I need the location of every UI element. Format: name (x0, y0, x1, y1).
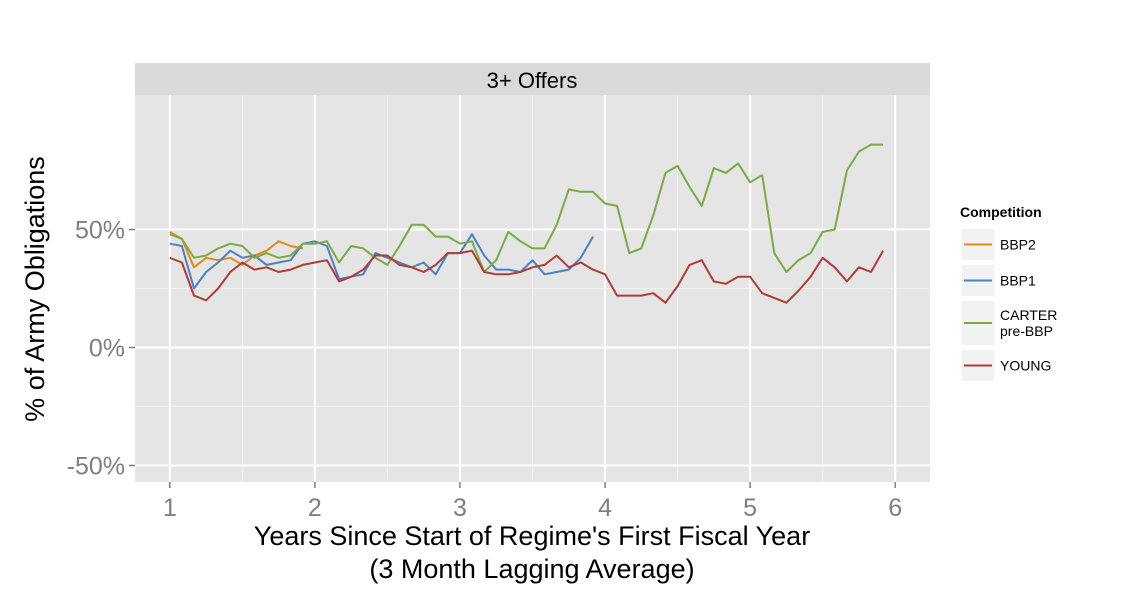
series-line-carter-pre-bbp (169, 143, 884, 273)
y-axis: -50% 0% 50% (67, 217, 135, 480)
series-line-young (169, 249, 884, 304)
x-tick-label: 4 (598, 494, 612, 522)
x-tick-label: 3 (453, 494, 467, 522)
legend-label: BBP2 (1000, 237, 1036, 253)
legend-label: YOUNG (1000, 358, 1051, 374)
y-axis-title: % of Army Obligations (20, 156, 50, 422)
legend: Competition BBP2 BBP1 CARTER pre-BBP YOUNG (960, 204, 1057, 381)
legend-item-carter-pre-bbp: CARTER pre-BBP (962, 301, 1057, 345)
x-tick-label: 2 (308, 494, 322, 522)
major-gridlines (135, 95, 930, 482)
facet-strip (135, 63, 930, 95)
x-tick-label: 5 (743, 494, 757, 522)
facet-strip-title: 3+ Offers (487, 68, 578, 93)
legend-item-bbp1: BBP1 (962, 265, 1036, 296)
legend-items: BBP2 BBP1 CARTER pre-BBP YOUNG (962, 229, 1057, 381)
minor-gridlines (135, 95, 930, 482)
y-tick-label: 0% (89, 334, 125, 362)
x-tick-label: 1 (163, 494, 177, 522)
x-axis-title-line2: (3 Month Lagging Average) (369, 554, 694, 584)
legend-item-bbp2: BBP2 (962, 229, 1036, 260)
y-tick-label: -50% (67, 452, 125, 480)
y-tick-label: 50% (75, 217, 125, 245)
series-lines (169, 143, 884, 304)
legend-title: Competition (960, 204, 1042, 220)
series-line-bbp2 (169, 231, 303, 269)
x-tick-label: 6 (888, 494, 902, 522)
x-axis-title-line1: Years Since Start of Regime's First Fisc… (254, 521, 810, 551)
legend-label: CARTER pre-BBP (1000, 307, 1057, 339)
legend-item-young: YOUNG (962, 350, 1051, 381)
legend-label: BBP1 (1000, 273, 1036, 289)
x-axis: 1 2 3 4 5 6 (163, 482, 902, 522)
